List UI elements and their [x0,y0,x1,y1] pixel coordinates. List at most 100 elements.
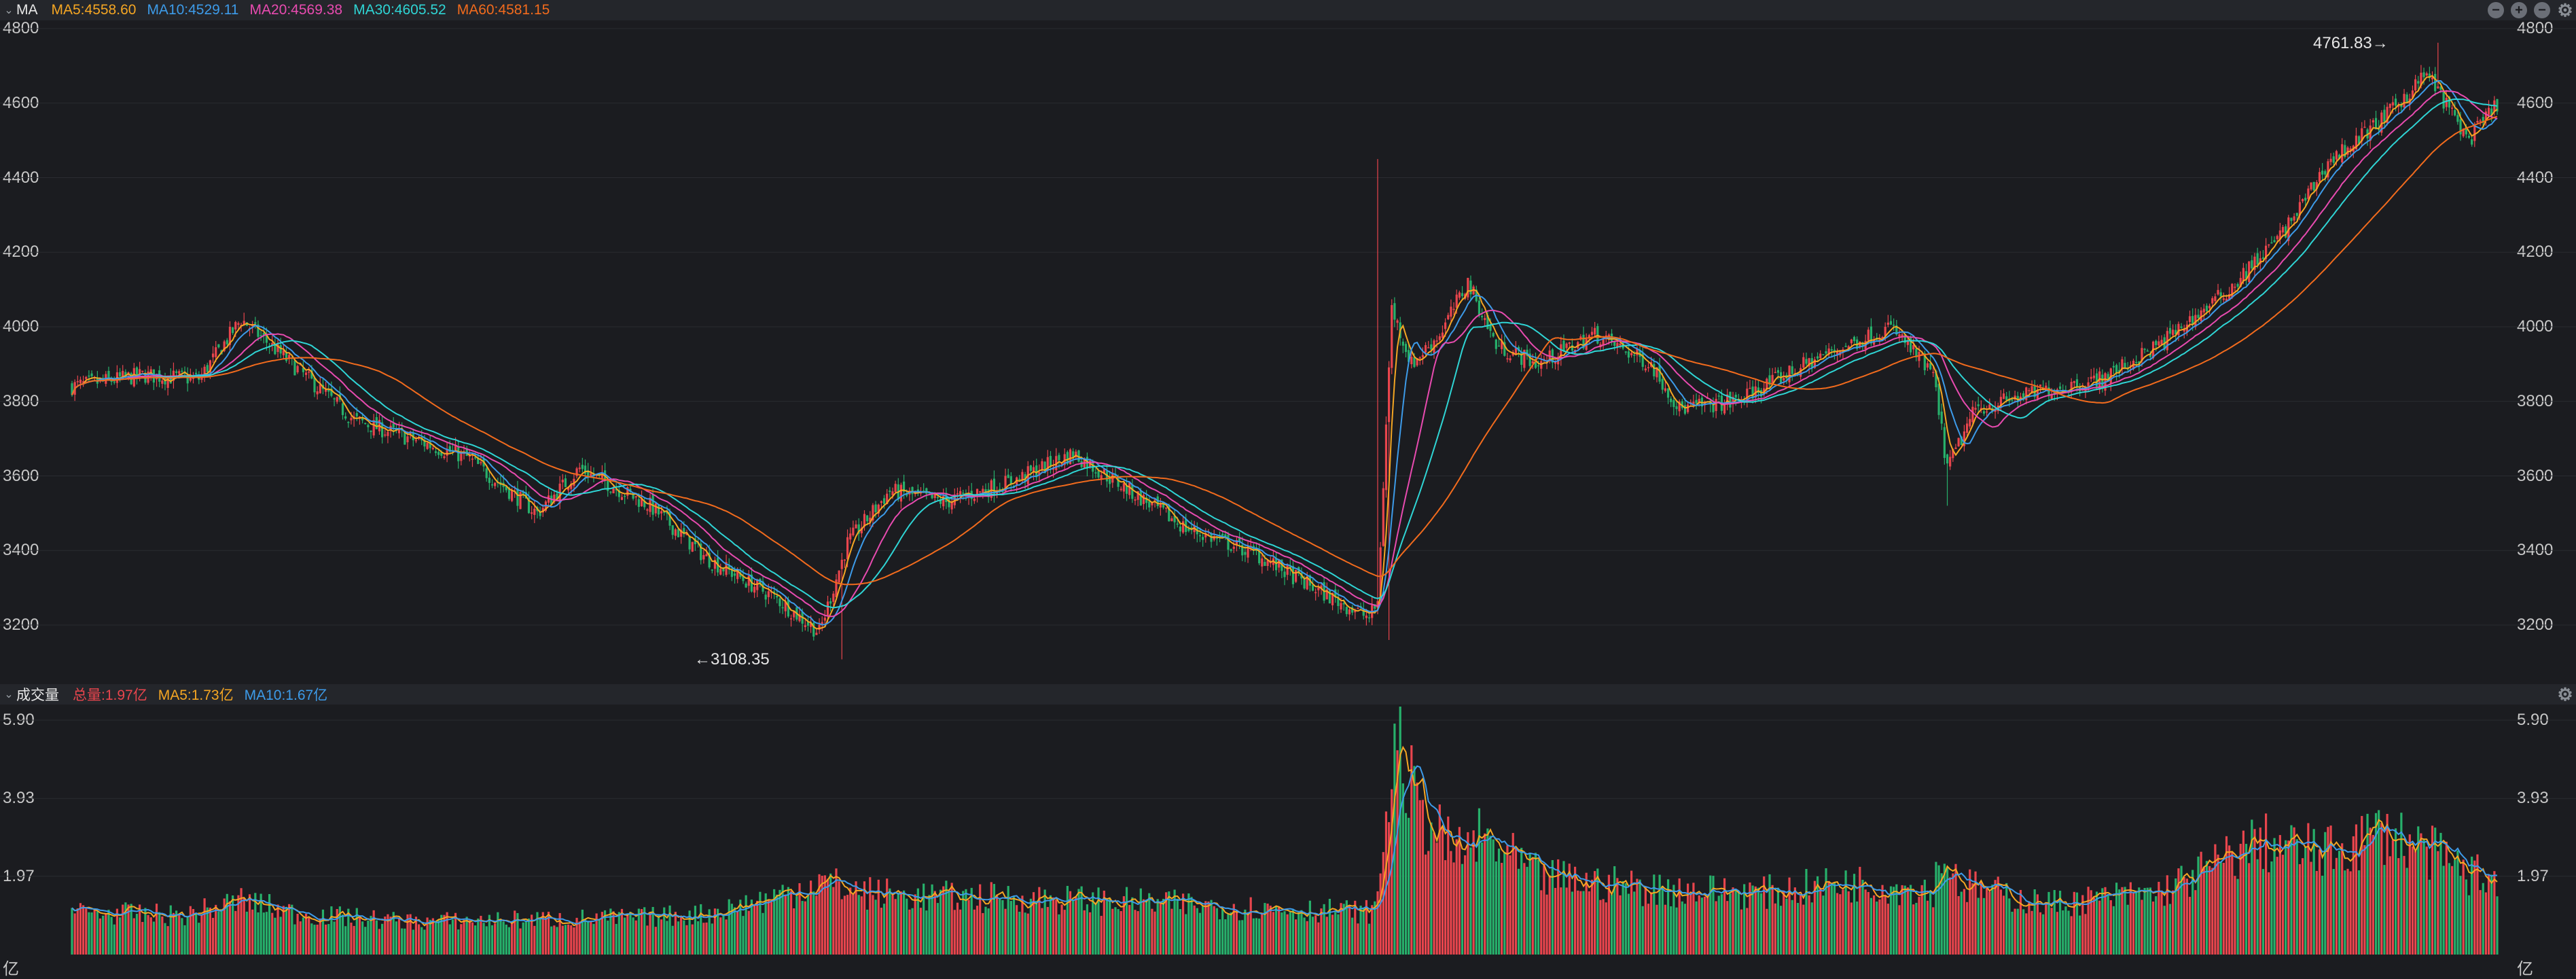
candle-body [609,491,612,493]
volume-bar [1602,899,1605,955]
candle-body [1918,351,1920,361]
candle-body [166,376,169,388]
volume-bar [2219,862,2222,955]
candle-body [1281,559,1283,571]
candle-body [835,580,838,597]
price-chart[interactable] [0,20,2576,679]
volume-bar [2281,855,2285,955]
volume-bar [1937,865,1940,955]
volume-bar [1092,892,1094,955]
volume-bar [304,913,308,955]
volume-bar [1726,901,1729,955]
volume-bar [1980,880,1982,955]
candle-body [1018,478,1021,480]
volume-bar [1692,883,1695,955]
volume-bar [973,909,976,955]
candle-body [889,491,891,493]
add-icon[interactable]: + [2511,2,2527,18]
volume-bar [85,908,88,955]
volume-bar [1117,909,1120,955]
volume-bar [1599,900,1602,955]
volume-bar [1678,878,1681,955]
volume-bar [646,925,649,955]
volume-bar [474,925,477,955]
candle-body [522,492,524,494]
candle-body [1703,402,1706,406]
volume-bar [2087,887,2090,955]
volume-bar [779,889,781,955]
minimize-icon[interactable]: − [2488,2,2504,18]
volume-bar [2188,897,2192,955]
candle-body [1965,423,1969,433]
candle-body [2293,216,2295,221]
volume-bar [615,923,618,955]
candle-body [1266,560,1269,567]
volume-bar [764,893,767,955]
candle-body [1213,536,1215,540]
volume-bar [1365,900,1367,955]
volume-bar [110,916,113,955]
volume-bar [172,912,175,955]
candle-body [2205,305,2208,311]
candle-body [325,389,327,392]
volume-bar [494,923,497,955]
candle-body [1080,461,1083,467]
volume-bar [1224,919,1227,955]
volume-bar [1475,861,1478,955]
collapse-icon[interactable]: ⌄ [4,689,14,700]
candle-body [1193,526,1196,533]
volume-bar [1359,906,1362,955]
candle-body [1717,395,1720,397]
volume-bar [756,900,759,955]
volume-bar [2391,840,2395,955]
settings-icon[interactable]: ⚙ [2557,684,2573,705]
volume-bar [1543,864,1545,955]
candle-body [1334,589,1337,598]
candle-body [804,625,806,628]
volume-bar [2129,882,2132,955]
volume-bar [618,912,620,955]
volume-bar [397,918,401,955]
candle-body [330,388,333,396]
candle-body [1264,562,1266,567]
candle-body [1232,546,1235,549]
volume-bar [2079,915,2081,955]
volume-chart[interactable] [0,707,2576,978]
volume-bar [1221,908,1224,955]
remove-icon[interactable]: − [2534,2,2550,18]
volume-bar [1861,879,1864,955]
candle-body [2425,73,2428,76]
volume-bar [590,921,592,955]
candle-body [570,484,573,489]
candle-body [2019,396,2022,400]
volume-bar [2070,916,2073,955]
candle-body [829,601,832,604]
volume-bar [730,904,733,955]
candle-body [1221,533,1224,536]
candle-body [787,599,789,617]
candle-body [2490,108,2493,115]
collapse-icon[interactable]: ⌄ [4,5,14,16]
volume-bar [2047,891,2050,955]
settings-icon[interactable]: ⚙ [2557,0,2573,20]
ma-line-ma30 [71,99,2498,609]
candle-body [471,459,474,460]
candle-body [423,440,426,447]
volume-bar [999,899,1001,955]
candle-body [2087,382,2090,387]
candle-body [1791,366,1793,374]
candle-body [2445,97,2448,107]
candle-body [1455,294,1458,308]
volume-bar [1384,811,1388,955]
volume-bar [1689,894,1692,955]
candle-body [1137,491,1139,500]
volume-bar [725,919,728,955]
volume-bar [965,889,967,955]
volume-bar [1853,874,1856,955]
candle-body [2465,126,2467,135]
volume-bar [919,908,923,955]
candle-body [1430,344,1433,350]
volume-bar [1850,902,1853,955]
volume-bar [1159,901,1162,955]
volume-bar [2163,906,2166,955]
